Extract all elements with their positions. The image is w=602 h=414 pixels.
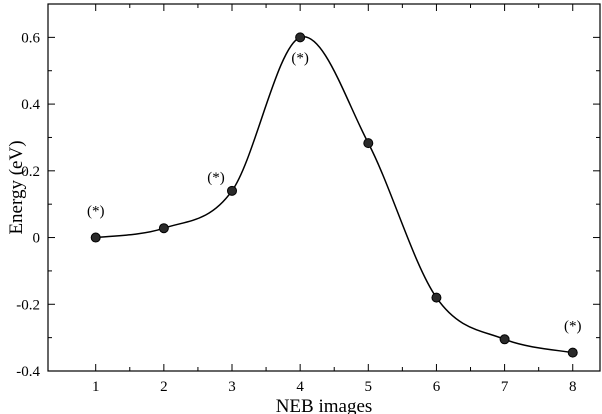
- data-point: [499, 334, 510, 345]
- y-tick-label: 0: [33, 231, 41, 247]
- y-tick-label: 0.6: [21, 30, 40, 46]
- data-point: [227, 185, 237, 196]
- y-tick-label: -0.2: [16, 297, 40, 313]
- annotations: (*) (*) (*) (*): [87, 50, 582, 334]
- data-point: [431, 292, 442, 303]
- energy-curve: [95, 36, 573, 354]
- x-tick-label: 3: [228, 379, 236, 395]
- data-point: [158, 223, 169, 234]
- data-point: [567, 347, 578, 358]
- data-point: [363, 138, 374, 149]
- annotation-label: (*): [564, 319, 582, 335]
- x-axis-title: NEB images: [276, 396, 373, 414]
- x-tick-label: 6: [433, 379, 441, 395]
- x-tick-label: 7: [501, 379, 509, 395]
- plot-frame: [47, 3, 601, 372]
- x-tick-label: 5: [365, 379, 373, 395]
- x-tick-label: 2: [160, 379, 168, 395]
- x-tick-label: 8: [569, 379, 577, 395]
- y-tick-label: 0.2: [21, 164, 40, 180]
- annotation-label: (*): [87, 204, 105, 220]
- plot-border: [47, 3, 601, 372]
- data-markers: [90, 32, 578, 358]
- x-axis-ticks: 1 2 3 4 5 6 7 8: [92, 4, 577, 395]
- y-axis-ticks: -0.4 -0.2 0 0.2 0.4 0.6: [16, 30, 600, 380]
- y-tick-label: 0.4: [21, 97, 40, 113]
- x-tick-label: 1: [92, 379, 100, 395]
- y-tick-label: -0.4: [16, 364, 40, 380]
- data-point: [295, 32, 306, 43]
- data-point: [90, 232, 101, 243]
- annotation-label: (*): [207, 170, 225, 186]
- annotation-label: (*): [291, 50, 309, 66]
- y-axis-title: Energy (eV): [6, 140, 27, 234]
- x-tick-label: 4: [296, 379, 304, 395]
